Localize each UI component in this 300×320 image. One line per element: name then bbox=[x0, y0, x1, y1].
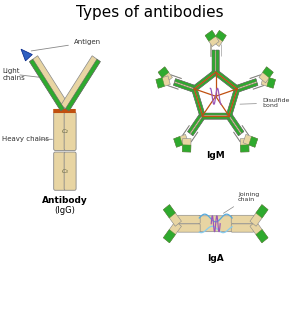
Polygon shape bbox=[230, 89, 240, 116]
Polygon shape bbox=[191, 116, 205, 136]
Polygon shape bbox=[214, 73, 237, 91]
Polygon shape bbox=[158, 67, 172, 83]
Polygon shape bbox=[29, 59, 64, 111]
Polygon shape bbox=[175, 79, 195, 88]
Polygon shape bbox=[29, 56, 69, 111]
Polygon shape bbox=[226, 88, 240, 116]
Polygon shape bbox=[173, 83, 194, 92]
Polygon shape bbox=[65, 59, 100, 111]
Polygon shape bbox=[250, 204, 268, 226]
Polygon shape bbox=[163, 221, 182, 243]
Polygon shape bbox=[158, 67, 169, 78]
Text: Disulfide
bond: Disulfide bond bbox=[240, 98, 290, 108]
FancyBboxPatch shape bbox=[54, 152, 66, 190]
FancyBboxPatch shape bbox=[178, 215, 200, 224]
FancyBboxPatch shape bbox=[64, 152, 76, 190]
Polygon shape bbox=[202, 113, 229, 119]
Polygon shape bbox=[212, 30, 226, 46]
Polygon shape bbox=[182, 139, 191, 152]
Polygon shape bbox=[216, 50, 219, 72]
Polygon shape bbox=[259, 67, 273, 83]
Text: Antigen: Antigen bbox=[31, 39, 101, 51]
Text: C₃: C₃ bbox=[61, 169, 68, 174]
Text: Light
chains: Light chains bbox=[2, 68, 25, 81]
Text: IgA: IgA bbox=[207, 254, 224, 263]
Polygon shape bbox=[21, 49, 32, 61]
Text: Joining
chain: Joining chain bbox=[224, 192, 259, 213]
Polygon shape bbox=[156, 76, 170, 88]
Polygon shape bbox=[226, 114, 244, 136]
Polygon shape bbox=[236, 79, 257, 88]
Polygon shape bbox=[236, 79, 258, 92]
Polygon shape bbox=[243, 134, 258, 147]
Polygon shape bbox=[202, 113, 229, 115]
Polygon shape bbox=[233, 132, 240, 142]
Polygon shape bbox=[237, 83, 258, 92]
Polygon shape bbox=[182, 145, 191, 152]
Polygon shape bbox=[214, 70, 239, 91]
Text: C₁: C₁ bbox=[53, 90, 60, 98]
Polygon shape bbox=[212, 50, 219, 72]
Polygon shape bbox=[216, 30, 226, 41]
Polygon shape bbox=[163, 204, 176, 218]
Polygon shape bbox=[156, 78, 164, 88]
Polygon shape bbox=[192, 89, 202, 116]
Polygon shape bbox=[210, 44, 211, 56]
FancyBboxPatch shape bbox=[64, 112, 76, 150]
Polygon shape bbox=[250, 221, 268, 243]
Polygon shape bbox=[216, 70, 239, 88]
Polygon shape bbox=[202, 116, 229, 119]
Polygon shape bbox=[253, 85, 264, 90]
Polygon shape bbox=[267, 78, 275, 88]
Polygon shape bbox=[226, 116, 241, 136]
Text: C₂: C₂ bbox=[70, 84, 77, 92]
FancyBboxPatch shape bbox=[178, 224, 200, 232]
Polygon shape bbox=[163, 229, 176, 243]
Polygon shape bbox=[212, 50, 215, 72]
Polygon shape bbox=[241, 145, 249, 152]
Polygon shape bbox=[256, 229, 268, 243]
Text: C₂: C₂ bbox=[61, 129, 68, 134]
Polygon shape bbox=[191, 132, 198, 142]
Polygon shape bbox=[61, 56, 100, 111]
Polygon shape bbox=[205, 30, 216, 41]
Polygon shape bbox=[195, 88, 205, 116]
Polygon shape bbox=[193, 70, 215, 88]
Polygon shape bbox=[195, 73, 217, 91]
Polygon shape bbox=[250, 75, 261, 79]
Polygon shape bbox=[249, 137, 258, 147]
Text: IgM: IgM bbox=[206, 151, 225, 160]
Polygon shape bbox=[205, 30, 219, 46]
Text: VL: VL bbox=[45, 78, 52, 87]
Polygon shape bbox=[240, 139, 249, 152]
Polygon shape bbox=[193, 70, 217, 91]
Polygon shape bbox=[163, 204, 182, 226]
Polygon shape bbox=[188, 114, 205, 136]
FancyBboxPatch shape bbox=[54, 112, 66, 150]
Polygon shape bbox=[173, 79, 195, 92]
Polygon shape bbox=[256, 204, 268, 218]
Polygon shape bbox=[226, 88, 237, 116]
Polygon shape bbox=[261, 76, 275, 88]
Text: Heavy chains: Heavy chains bbox=[2, 136, 49, 142]
Polygon shape bbox=[174, 134, 188, 147]
Polygon shape bbox=[182, 125, 190, 135]
Text: Types of antibodies: Types of antibodies bbox=[76, 5, 224, 20]
Polygon shape bbox=[174, 137, 183, 147]
Text: Antibody: Antibody bbox=[42, 196, 88, 205]
Polygon shape bbox=[230, 114, 244, 133]
Polygon shape bbox=[242, 125, 249, 135]
FancyBboxPatch shape bbox=[231, 215, 254, 224]
FancyBboxPatch shape bbox=[198, 216, 233, 232]
Text: (IgG): (IgG) bbox=[55, 206, 75, 215]
Polygon shape bbox=[262, 67, 273, 78]
Polygon shape bbox=[192, 88, 205, 116]
Polygon shape bbox=[167, 85, 178, 90]
FancyBboxPatch shape bbox=[231, 224, 254, 232]
Polygon shape bbox=[188, 114, 202, 133]
Polygon shape bbox=[171, 75, 182, 79]
